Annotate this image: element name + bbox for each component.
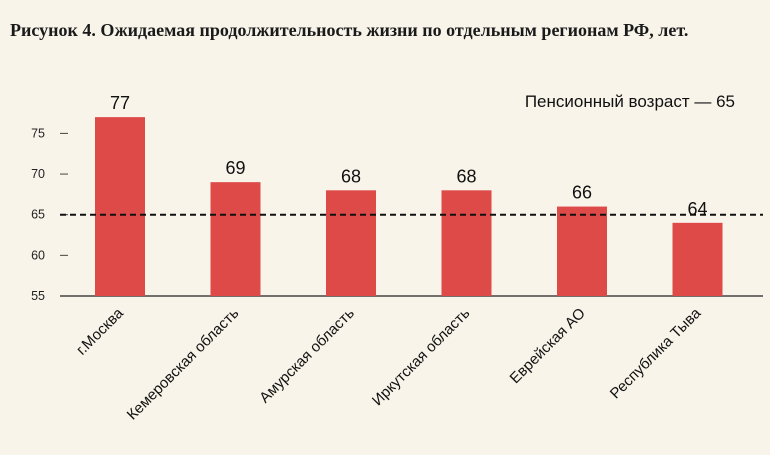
bar [95, 117, 145, 296]
y-tick-label: 55 [31, 289, 45, 303]
value-label: 69 [225, 158, 245, 178]
category-label: Кемеровская область [124, 305, 243, 424]
category-label: Иркутская область [369, 305, 474, 410]
bar [672, 222, 723, 296]
bar [210, 182, 261, 296]
value-label: 68 [456, 166, 476, 186]
value-label: 68 [341, 166, 361, 186]
reference-line-label: Пенсионный возраст — 65 [525, 92, 735, 111]
category-label: г.Москва [73, 304, 127, 358]
y-tick-label: 60 [31, 248, 45, 262]
category-label: Республика Тыва [607, 304, 705, 402]
bars [95, 117, 723, 296]
value-label: 77 [110, 93, 130, 113]
bar [441, 190, 492, 296]
y-tick-label: 75 [31, 126, 45, 140]
y-tick-label: 70 [31, 167, 45, 181]
chart-title: Рисунок 4. Ожидаемая продолжительность ж… [10, 20, 689, 40]
value-label: 64 [687, 199, 707, 219]
category-label: Еврейская АО [507, 305, 589, 387]
reference-line-group: Пенсионный возраст — 65 [60, 92, 763, 216]
value-labels: 77 69 68 68 66 64 [110, 93, 708, 219]
y-axis: 55 60 65 70 75 [31, 126, 763, 303]
bar [557, 206, 607, 296]
value-label: 66 [572, 183, 592, 203]
bar [326, 190, 376, 296]
y-tick-label: 65 [31, 208, 45, 222]
category-label: Амурская область [256, 305, 358, 407]
